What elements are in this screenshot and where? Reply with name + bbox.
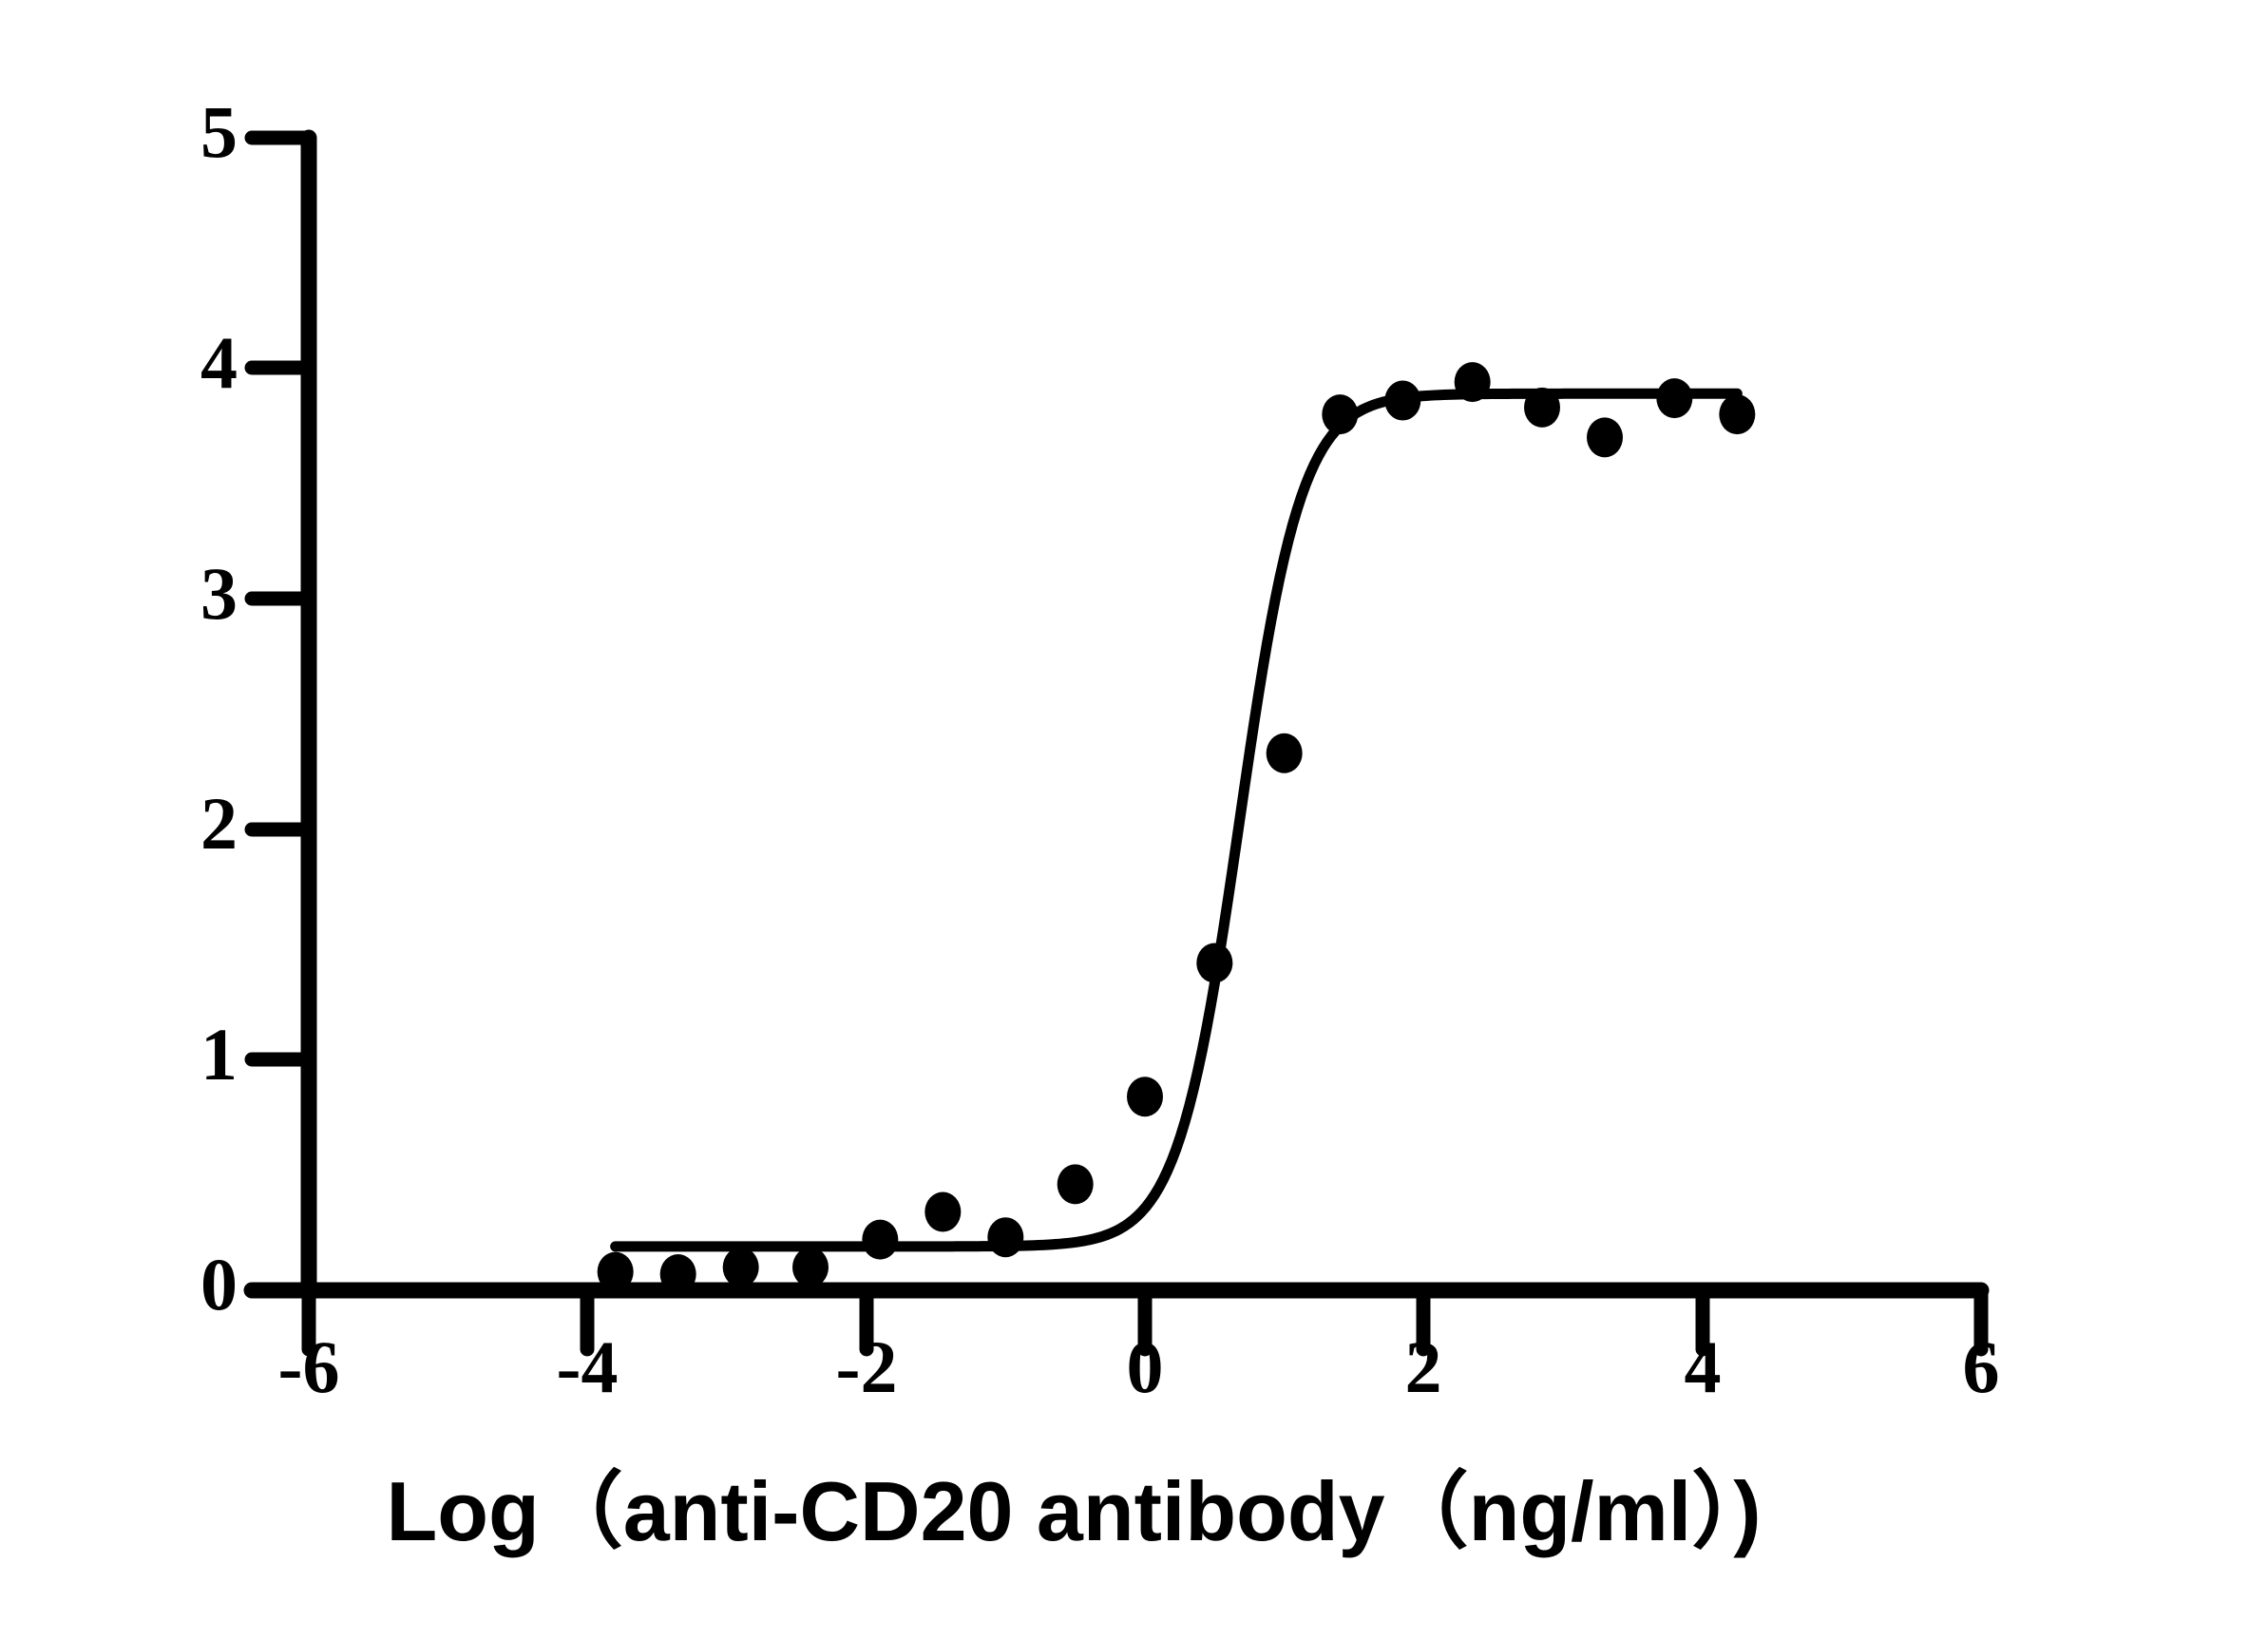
data-point: [1587, 417, 1623, 458]
data-point: [1127, 1077, 1163, 1117]
data-point: [1266, 733, 1303, 773]
x-tick-marks: [301, 1283, 1989, 1357]
y-tick-label: 5: [200, 90, 238, 173]
data-point-group: [597, 362, 1756, 1295]
x-tick-label: 6: [1962, 1325, 2000, 1408]
data-point: [722, 1247, 759, 1287]
y-tick-label: 2: [200, 782, 238, 865]
data-point: [862, 1219, 899, 1260]
y-tick-label: 3: [200, 552, 238, 635]
y-tick-label: 1: [200, 1013, 238, 1096]
data-point: [1196, 943, 1233, 983]
x-tick-label: 0: [1126, 1325, 1164, 1408]
data-point: [924, 1191, 962, 1232]
x-axis-title: Log（anti-CD20 antibody（ng/ml）): [386, 1464, 1762, 1558]
data-point: [987, 1217, 1024, 1258]
x-tick-label: -4: [556, 1325, 619, 1408]
data-point: [792, 1247, 829, 1287]
x-tick-label: -6: [277, 1325, 340, 1408]
x-tick-label: 2: [1404, 1325, 1442, 1408]
fit-curve: [610, 388, 1743, 1252]
y-tick-label: 4: [200, 321, 238, 404]
axis-lines: [243, 129, 1990, 1299]
x-tick-label: -2: [835, 1325, 898, 1408]
data-point: [1719, 394, 1756, 435]
data-point: [1524, 387, 1560, 428]
data-point: [597, 1251, 634, 1292]
data-point: [1656, 378, 1693, 419]
data-point: [1322, 394, 1359, 435]
data-point: [1384, 380, 1421, 421]
data-point: [659, 1254, 696, 1295]
data-point: [1454, 362, 1491, 403]
y-tick-marks: [244, 130, 316, 1067]
data-point: [1057, 1164, 1094, 1205]
y-tick-label: 0: [200, 1243, 238, 1325]
x-tick-label: 4: [1684, 1325, 1722, 1408]
